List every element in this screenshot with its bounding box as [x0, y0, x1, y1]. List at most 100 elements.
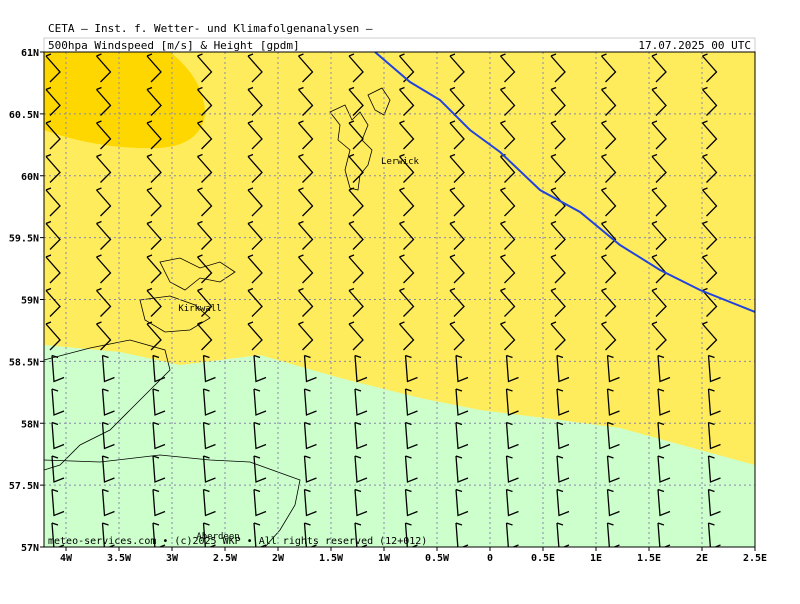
- wind-barb: [197, 254, 213, 284]
- wind-barbs: [45, 53, 721, 547]
- wind-barb: [500, 120, 516, 150]
- wind-barb: [455, 522, 469, 547]
- wind-barb: [601, 254, 617, 284]
- wind-barb: [202, 522, 216, 547]
- wind-barb: [354, 388, 368, 416]
- wind-barb: [247, 120, 263, 150]
- wind-barb: [146, 254, 162, 284]
- wind-barb: [45, 153, 61, 183]
- wind-barb: [702, 287, 718, 317]
- footer: meteo-services.com • (c)2025 WKP • All r…: [48, 536, 427, 547]
- wind-barb: [550, 220, 566, 250]
- wind-barb: [348, 254, 364, 284]
- wind-barb: [702, 220, 718, 250]
- wind-barb: [657, 388, 671, 416]
- wind-barb: [601, 120, 617, 150]
- wind-barb: [298, 53, 314, 83]
- wind-barb: [404, 455, 418, 483]
- wind-barb: [152, 455, 166, 483]
- lon-label: 1E: [590, 553, 602, 564]
- wind-barb: [96, 220, 112, 250]
- wind-barb: [45, 86, 61, 116]
- wind-barb: [455, 354, 469, 383]
- wind-barb: [303, 421, 317, 450]
- wind-barb: [197, 120, 213, 150]
- wind-barb: [247, 187, 263, 217]
- wind-barb: [101, 388, 115, 416]
- wind-barb: [298, 220, 314, 250]
- wind-barb: [500, 321, 516, 351]
- wind-barb: [101, 421, 115, 450]
- wind-barb: [550, 287, 566, 317]
- wind-barb: [707, 522, 721, 547]
- wind-barb: [96, 321, 112, 351]
- wind-barb: [146, 220, 162, 250]
- wind-barb: [606, 522, 620, 547]
- wind-barb: [303, 522, 317, 547]
- zone-gold: [44, 52, 205, 149]
- wind-barb: [253, 455, 267, 483]
- wind-barb: [606, 354, 620, 383]
- coastlines: [44, 87, 391, 547]
- wind-barb: [298, 153, 314, 183]
- wind-barb: [500, 254, 516, 284]
- wind-barb: [702, 153, 718, 183]
- wind-barb: [550, 120, 566, 150]
- wind-barb: [399, 287, 415, 317]
- wind-barb: [601, 153, 617, 183]
- wind-barb: [247, 86, 263, 116]
- wind-barb: [354, 354, 368, 383]
- wind-barb: [197, 220, 213, 250]
- lon-label: 3W: [166, 553, 179, 564]
- wind-barb: [601, 86, 617, 116]
- wind-barb: [146, 187, 162, 217]
- lat-label: 58N: [21, 419, 39, 430]
- wind-barb: [449, 86, 465, 116]
- wind-barb: [202, 455, 216, 483]
- lon-label: 2E: [696, 553, 708, 564]
- wind-barb: [45, 53, 61, 83]
- map-title: CETA — Inst. f. Wetter- und Klimafolgena…: [48, 22, 373, 35]
- wind-barb: [298, 187, 314, 217]
- wind-barb: [455, 421, 469, 450]
- wind-barb: [303, 354, 317, 383]
- wind-barb: [51, 488, 65, 517]
- wind-barb: [651, 187, 667, 217]
- wind-barb: [404, 522, 418, 547]
- lon-label: 3.5W: [107, 553, 132, 564]
- wind-barb: [702, 53, 718, 83]
- wind-barb: [399, 254, 415, 284]
- wind-barb: [550, 321, 566, 351]
- wind-barb: [152, 421, 166, 450]
- wind-barb: [101, 522, 115, 547]
- wind-barb: [606, 388, 620, 416]
- wind-barb: [550, 86, 566, 116]
- wind-barb: [51, 522, 65, 547]
- wind-barb: [702, 254, 718, 284]
- wind-barb: [152, 488, 166, 517]
- wind-barb: [449, 220, 465, 250]
- lon-label: 0: [487, 553, 493, 564]
- lat-label: 59N: [21, 296, 39, 307]
- wind-barb: [601, 187, 617, 217]
- wind-barb: [348, 187, 364, 217]
- wind-barb: [550, 53, 566, 83]
- wind-barb: [96, 254, 112, 284]
- wind-barb: [96, 120, 112, 150]
- wind-barb: [505, 421, 519, 450]
- lon-label: 2.5W: [213, 553, 238, 564]
- wind-barb: [298, 86, 314, 116]
- wind-barb: [202, 421, 216, 450]
- wind-barb: [247, 53, 263, 83]
- wind-barb: [146, 53, 162, 83]
- place-label: Kirkwall: [178, 304, 221, 314]
- lon-label: 2.5E: [743, 553, 767, 564]
- wind-barb: [348, 53, 364, 83]
- wind-barb: [101, 354, 115, 383]
- wind-barb: [348, 220, 364, 250]
- wind-barb: [303, 488, 317, 517]
- wind-barb: [500, 86, 516, 116]
- wind-barb: [399, 220, 415, 250]
- wind-barb: [606, 488, 620, 517]
